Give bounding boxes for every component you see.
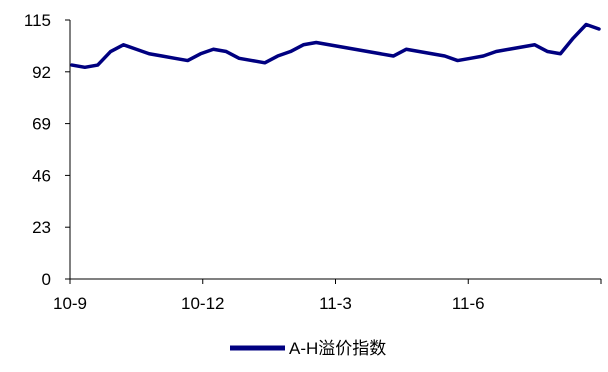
series-point — [546, 50, 549, 53]
series-point — [199, 52, 202, 55]
series-point — [340, 45, 344, 49]
series-point — [494, 50, 498, 53]
series-point — [507, 48, 511, 51]
x-tick-label: 10-12 — [181, 294, 224, 313]
series-point — [430, 52, 434, 55]
data-layer — [70, 22, 601, 70]
series-point — [584, 23, 588, 26]
y-tick-label: 92 — [32, 63, 51, 82]
series-point — [572, 36, 575, 40]
series-point — [122, 43, 125, 46]
series-point — [250, 59, 254, 62]
series-point — [597, 27, 601, 31]
series-point — [237, 57, 241, 60]
y-tick-label: 0 — [42, 270, 51, 289]
series-point — [315, 41, 318, 44]
y-tick-label: 46 — [32, 166, 51, 185]
series-point — [96, 63, 99, 67]
series-point — [533, 43, 536, 46]
series-point — [289, 50, 292, 53]
series-point — [160, 54, 164, 58]
x-tick-label: 10-9 — [53, 294, 87, 313]
series-line-a-h-premium-index — [70, 22, 601, 70]
y-tick-label: 115 — [24, 11, 51, 30]
legend: A-H溢价指数 — [230, 339, 386, 358]
series-point — [173, 57, 177, 60]
series-point — [482, 54, 485, 58]
series-point — [417, 50, 421, 53]
series-point — [225, 50, 228, 53]
legend-label: A-H溢价指数 — [289, 339, 386, 358]
series-point — [443, 54, 446, 58]
series-point — [366, 50, 369, 53]
series-point — [469, 57, 472, 60]
series-point — [212, 48, 215, 51]
series-point — [186, 59, 189, 62]
series-point — [302, 43, 305, 46]
series-point — [392, 54, 395, 58]
y-tick-label: 23 — [32, 218, 51, 237]
series-point — [135, 48, 138, 51]
series-point — [353, 48, 356, 51]
series-point — [276, 54, 279, 58]
series-point — [83, 66, 87, 69]
series-point — [109, 50, 112, 53]
series-point — [379, 52, 382, 55]
series-point — [456, 59, 459, 62]
x-tick-label: 11-3 — [319, 294, 352, 313]
series-point — [520, 45, 524, 49]
series-point — [559, 52, 562, 55]
y-tick-label: 69 — [32, 115, 51, 134]
axes-layer: 0 23 46 69 92 115 10-9 10-12 11-3 11-6 — [24, 11, 602, 313]
x-tick-label: 11-6 — [452, 294, 485, 313]
series-point — [327, 43, 331, 46]
series-point — [147, 52, 151, 55]
series-point — [263, 61, 266, 64]
series-point — [405, 48, 408, 51]
series-point — [70, 63, 74, 67]
